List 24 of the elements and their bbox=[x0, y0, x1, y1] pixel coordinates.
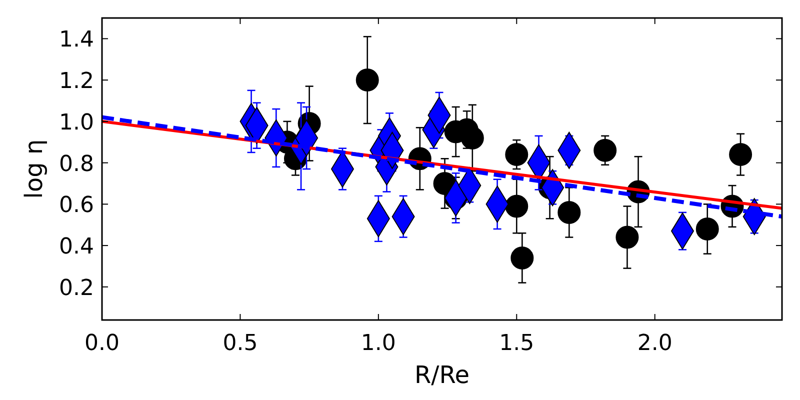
point bbox=[696, 217, 719, 240]
point bbox=[510, 246, 534, 270]
x-tick-label: 0.0 bbox=[84, 331, 120, 356]
point bbox=[558, 200, 581, 224]
y-tick-label: 0.4 bbox=[59, 234, 94, 260]
y-tick-label: 0.8 bbox=[59, 152, 94, 177]
point bbox=[594, 138, 617, 162]
y-tick-label: 0.6 bbox=[59, 193, 94, 218]
x-tick-label: 1.0 bbox=[360, 331, 396, 356]
y-axis-title: log η bbox=[20, 139, 48, 199]
point bbox=[356, 68, 379, 92]
x-tick-label: 2.0 bbox=[637, 331, 672, 356]
point bbox=[616, 226, 639, 249]
point bbox=[505, 143, 528, 166]
y-tick-label: 1.0 bbox=[59, 110, 94, 136]
y-tick-label: 1.2 bbox=[59, 69, 94, 94]
x-tick-label: 1.5 bbox=[499, 331, 534, 356]
y-tick-label: 1.4 bbox=[59, 28, 94, 53]
x-tick-label: 0.5 bbox=[222, 331, 258, 356]
x-axis-title: R/Re bbox=[414, 361, 470, 389]
y-tick-label: 0.2 bbox=[59, 276, 94, 301]
point bbox=[505, 194, 528, 218]
point bbox=[729, 143, 752, 166]
point bbox=[460, 126, 484, 150]
